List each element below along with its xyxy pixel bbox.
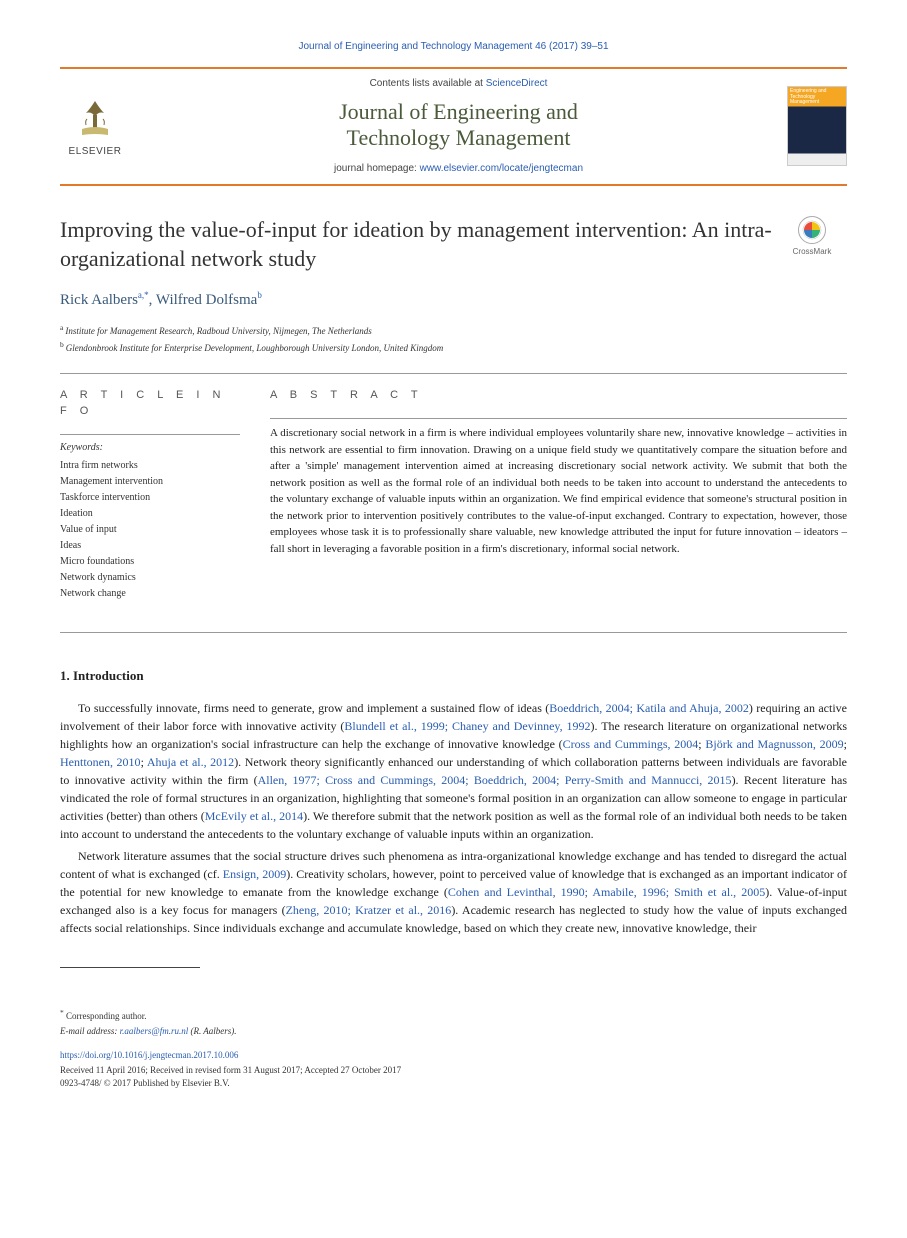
author-separator: , bbox=[149, 292, 156, 308]
citation-link[interactable]: Allen, 1977; Cross and Cummings, 2004; B… bbox=[258, 773, 732, 787]
journal-cover-thumbnail[interactable]: Engineering and Technology Management bbox=[787, 86, 847, 166]
header-citation: Journal of Engineering and Technology Ma… bbox=[60, 40, 847, 55]
keywords-label: Keywords: bbox=[60, 434, 240, 456]
received-dates: Received 11 April 2016; Received in revi… bbox=[60, 1064, 847, 1077]
keyword-item: Ideas bbox=[60, 538, 240, 554]
intro-paragraph-1: To successfully innovate, firms need to … bbox=[60, 699, 847, 843]
author-2-name[interactable]: Wilfred Dolfsma bbox=[156, 292, 257, 308]
footer-block: * Corresponding author. E-mail address: … bbox=[60, 1008, 847, 1089]
cover-label: Engineering and Technology Management bbox=[790, 89, 844, 106]
contents-prefix: Contents lists available at bbox=[370, 78, 486, 89]
crossmark-icon bbox=[798, 216, 826, 244]
citation-link[interactable]: Blundell et al., 1999; Chaney and Devinn… bbox=[344, 719, 590, 733]
keyword-item: Value of input bbox=[60, 522, 240, 538]
authors-line: Rick Aalbersa,*, Wilfred Dolfsmab bbox=[60, 289, 847, 312]
keyword-item: Taskforce intervention bbox=[60, 490, 240, 506]
author-2-markers: b bbox=[257, 290, 262, 300]
affil-marker-a: a bbox=[60, 323, 63, 332]
keyword-item: Intra firm networks bbox=[60, 458, 240, 474]
citation-link[interactable]: Boeddrich, 2004; Katila and Ahuja, 2002 bbox=[549, 701, 749, 715]
section-number: 1. bbox=[60, 668, 70, 683]
doi-link[interactable]: https://doi.org/10.1016/j.jengtecman.201… bbox=[60, 1050, 238, 1060]
citation-link[interactable]: Cross and Cummings, 2004 bbox=[563, 737, 699, 751]
homepage-link[interactable]: www.elsevier.com/locate/jengtecman bbox=[420, 163, 583, 174]
article-info-heading: A R T I C L E I N F O bbox=[60, 388, 240, 420]
citation-link[interactable]: Ensign, 2009 bbox=[223, 867, 286, 881]
affiliations: aInstitute for Management Research, Radb… bbox=[60, 322, 847, 355]
citation-link[interactable]: Henttonen, 2010 bbox=[60, 755, 141, 769]
contents-available-line: Contents lists available at ScienceDirec… bbox=[130, 77, 787, 92]
masthead-center: Contents lists available at ScienceDirec… bbox=[130, 77, 787, 177]
publisher-logo-text: ELSEVIER bbox=[69, 145, 122, 160]
homepage-prefix: journal homepage: bbox=[334, 163, 420, 174]
email-label: E-mail address: bbox=[60, 1026, 120, 1036]
footnote-rule bbox=[60, 967, 200, 968]
affiliation-a: aInstitute for Management Research, Radb… bbox=[60, 322, 847, 339]
abstract-text: A discretionary social network in a firm… bbox=[270, 418, 847, 557]
article-title: Improving the value-of-input for ideatio… bbox=[60, 216, 777, 273]
citation-link[interactable]: Cohen and Levinthal, 1990; Amabile, 1996… bbox=[448, 885, 765, 899]
keyword-item: Micro foundations bbox=[60, 554, 240, 570]
author-1-markers: a,* bbox=[138, 290, 149, 300]
citation-link[interactable]: Ahuja et al., 2012 bbox=[147, 755, 234, 769]
section-title-text: Introduction bbox=[73, 668, 144, 683]
corr-marker: * bbox=[60, 1008, 64, 1017]
publisher-logo[interactable]: ELSEVIER bbox=[60, 93, 130, 160]
citation-link[interactable]: Björk and Magnusson, 2009 bbox=[705, 737, 843, 751]
body-text: ; bbox=[844, 737, 847, 751]
crossmark-label: CrossMark bbox=[793, 246, 832, 258]
intro-paragraph-2: Network literature assumes that the soci… bbox=[60, 847, 847, 937]
divider-rule-2 bbox=[60, 632, 847, 633]
affil-marker-b: b bbox=[60, 340, 64, 349]
keyword-item: Network change bbox=[60, 586, 240, 602]
affil-text-b: Glendonbrook Institute for Enterprise De… bbox=[66, 343, 444, 353]
masthead: ELSEVIER Contents lists available at Sci… bbox=[60, 67, 847, 187]
corresponding-email-line: E-mail address: r.aalbers@fm.ru.nl (R. A… bbox=[60, 1025, 847, 1038]
crossmark-badge[interactable]: CrossMark bbox=[777, 216, 847, 273]
citation-link[interactable]: McEvily et al., 2014 bbox=[205, 809, 303, 823]
keyword-item: Network dynamics bbox=[60, 570, 240, 586]
corr-text: Corresponding author. bbox=[66, 1011, 147, 1021]
keyword-item: Management intervention bbox=[60, 474, 240, 490]
citation-link[interactable]: Zheng, 2010; Kratzer et al., 2016 bbox=[286, 903, 452, 917]
sciencedirect-link[interactable]: ScienceDirect bbox=[486, 78, 548, 89]
affil-text-a: Institute for Management Research, Radbo… bbox=[65, 326, 371, 336]
homepage-line: journal homepage: www.elsevier.com/locat… bbox=[130, 162, 787, 177]
section-1-title: 1. Introduction bbox=[60, 667, 847, 686]
info-abstract-row: A R T I C L E I N F O Keywords: Intra fi… bbox=[60, 388, 847, 601]
title-block: Improving the value-of-input for ideatio… bbox=[60, 216, 847, 273]
keywords-list: Intra firm networks Management intervent… bbox=[60, 458, 240, 602]
copyright-line: 0923-4748/ © 2017 Published by Elsevier … bbox=[60, 1077, 847, 1090]
journal-name-line2: Technology Management bbox=[347, 125, 571, 150]
author-1-name[interactable]: Rick Aalbers bbox=[60, 292, 138, 308]
journal-name-line1: Journal of Engineering and bbox=[339, 99, 578, 124]
keyword-item: Ideation bbox=[60, 506, 240, 522]
abstract-column: A B S T R A C T A discretionary social n… bbox=[270, 388, 847, 601]
elsevier-tree-icon bbox=[70, 93, 120, 143]
email-link[interactable]: r.aalbers@fm.ru.nl bbox=[120, 1026, 189, 1036]
corresponding-author-note: * Corresponding author. bbox=[60, 1008, 847, 1023]
divider-rule bbox=[60, 373, 847, 374]
abstract-heading: A B S T R A C T bbox=[270, 388, 847, 404]
body-text: To successfully innovate, firms need to … bbox=[78, 701, 549, 715]
article-info-column: A R T I C L E I N F O Keywords: Intra fi… bbox=[60, 388, 240, 601]
email-attrib: (R. Aalbers). bbox=[188, 1026, 236, 1036]
affiliation-b: bGlendonbrook Institute for Enterprise D… bbox=[60, 339, 847, 356]
journal-name: Journal of Engineering and Technology Ma… bbox=[130, 99, 787, 152]
